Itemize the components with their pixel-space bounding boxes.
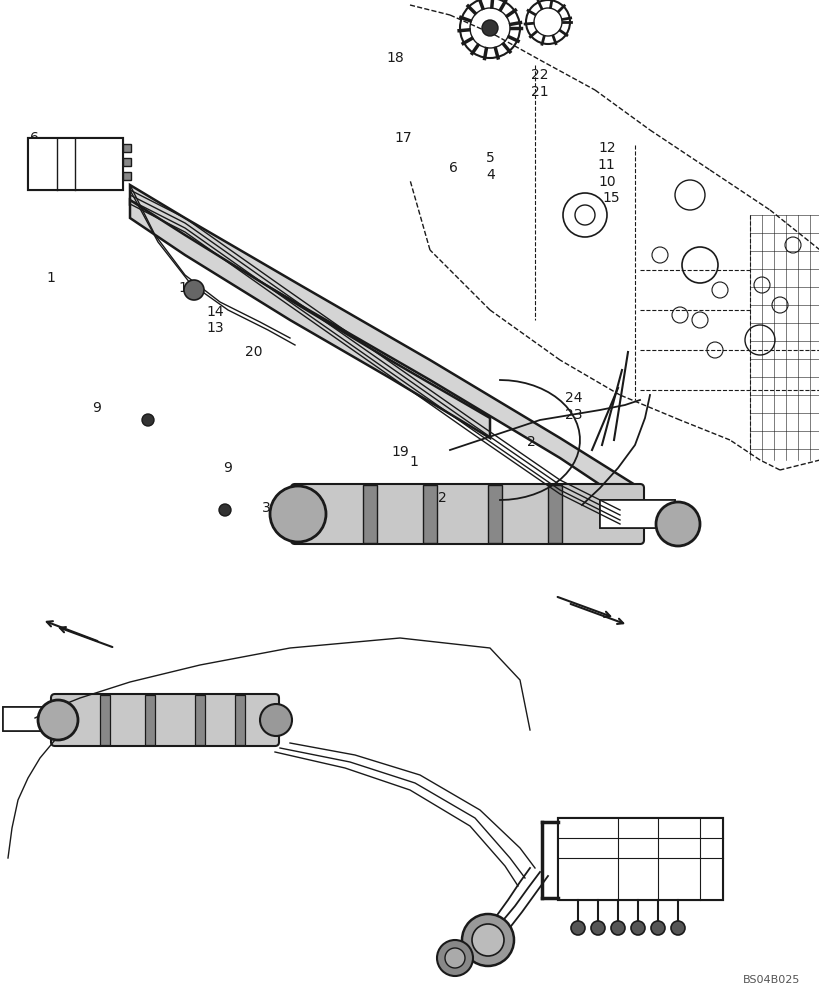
Text: 6: 6 [449, 161, 457, 175]
Text: 1: 1 [47, 271, 55, 285]
Text: 2: 2 [438, 491, 446, 505]
Bar [100, 695, 110, 745]
Circle shape [631, 921, 645, 935]
Text: 11: 11 [597, 158, 615, 172]
Bar [123, 172, 131, 180]
Text: 24: 24 [564, 391, 582, 405]
Text: 17: 17 [394, 131, 412, 145]
Bar [123, 144, 131, 152]
Bar [235, 695, 245, 745]
Text: 19: 19 [391, 445, 409, 459]
Text: 15: 15 [601, 191, 619, 205]
Circle shape [183, 280, 204, 300]
Bar [123, 158, 131, 166]
Circle shape [472, 924, 504, 956]
Text: 13: 13 [206, 321, 224, 335]
Polygon shape [130, 185, 639, 508]
Bar [28, 138, 123, 190]
Bar [557, 818, 722, 900]
Text: 12: 12 [597, 141, 615, 155]
Text: 14: 14 [206, 305, 224, 319]
Text: 18: 18 [178, 281, 196, 295]
Text: 18: 18 [386, 51, 404, 65]
Bar [28, 138, 123, 190]
Text: 9: 9 [93, 401, 101, 415]
Circle shape [142, 414, 154, 426]
Text: 23: 23 [564, 408, 582, 422]
Text: 1: 1 [410, 455, 418, 469]
Circle shape [269, 486, 326, 542]
FancyBboxPatch shape [291, 484, 643, 544]
Bar [547, 485, 561, 543]
Circle shape [461, 914, 514, 966]
Text: 4: 4 [486, 168, 494, 182]
Bar [600, 500, 674, 528]
Bar [3, 707, 61, 731]
Bar [600, 500, 674, 528]
Text: BS04B025: BS04B025 [742, 975, 799, 985]
Text: 2: 2 [527, 435, 535, 449]
Bar [3, 707, 61, 731]
Bar [195, 695, 205, 745]
Polygon shape [130, 200, 490, 438]
Text: 6: 6 [30, 131, 38, 145]
Bar [363, 485, 377, 543]
Circle shape [610, 921, 624, 935]
Bar [487, 485, 501, 543]
Text: 5: 5 [486, 151, 494, 165]
Circle shape [482, 20, 497, 36]
Circle shape [219, 504, 231, 516]
Text: 20: 20 [245, 345, 263, 359]
Circle shape [670, 921, 684, 935]
Circle shape [655, 502, 699, 546]
Bar [145, 695, 155, 745]
Text: 17: 17 [83, 151, 101, 165]
FancyBboxPatch shape [51, 694, 278, 746]
Circle shape [260, 704, 292, 736]
Text: 22: 22 [530, 68, 548, 82]
Text: 3: 3 [262, 501, 270, 515]
Text: 9: 9 [224, 461, 232, 475]
Circle shape [38, 700, 78, 740]
Bar [423, 485, 437, 543]
Circle shape [570, 921, 584, 935]
Text: 21: 21 [530, 85, 548, 99]
Circle shape [590, 921, 604, 935]
Circle shape [650, 921, 664, 935]
Text: 10: 10 [597, 175, 615, 189]
Bar [557, 818, 722, 900]
Circle shape [445, 948, 464, 968]
Circle shape [437, 940, 473, 976]
